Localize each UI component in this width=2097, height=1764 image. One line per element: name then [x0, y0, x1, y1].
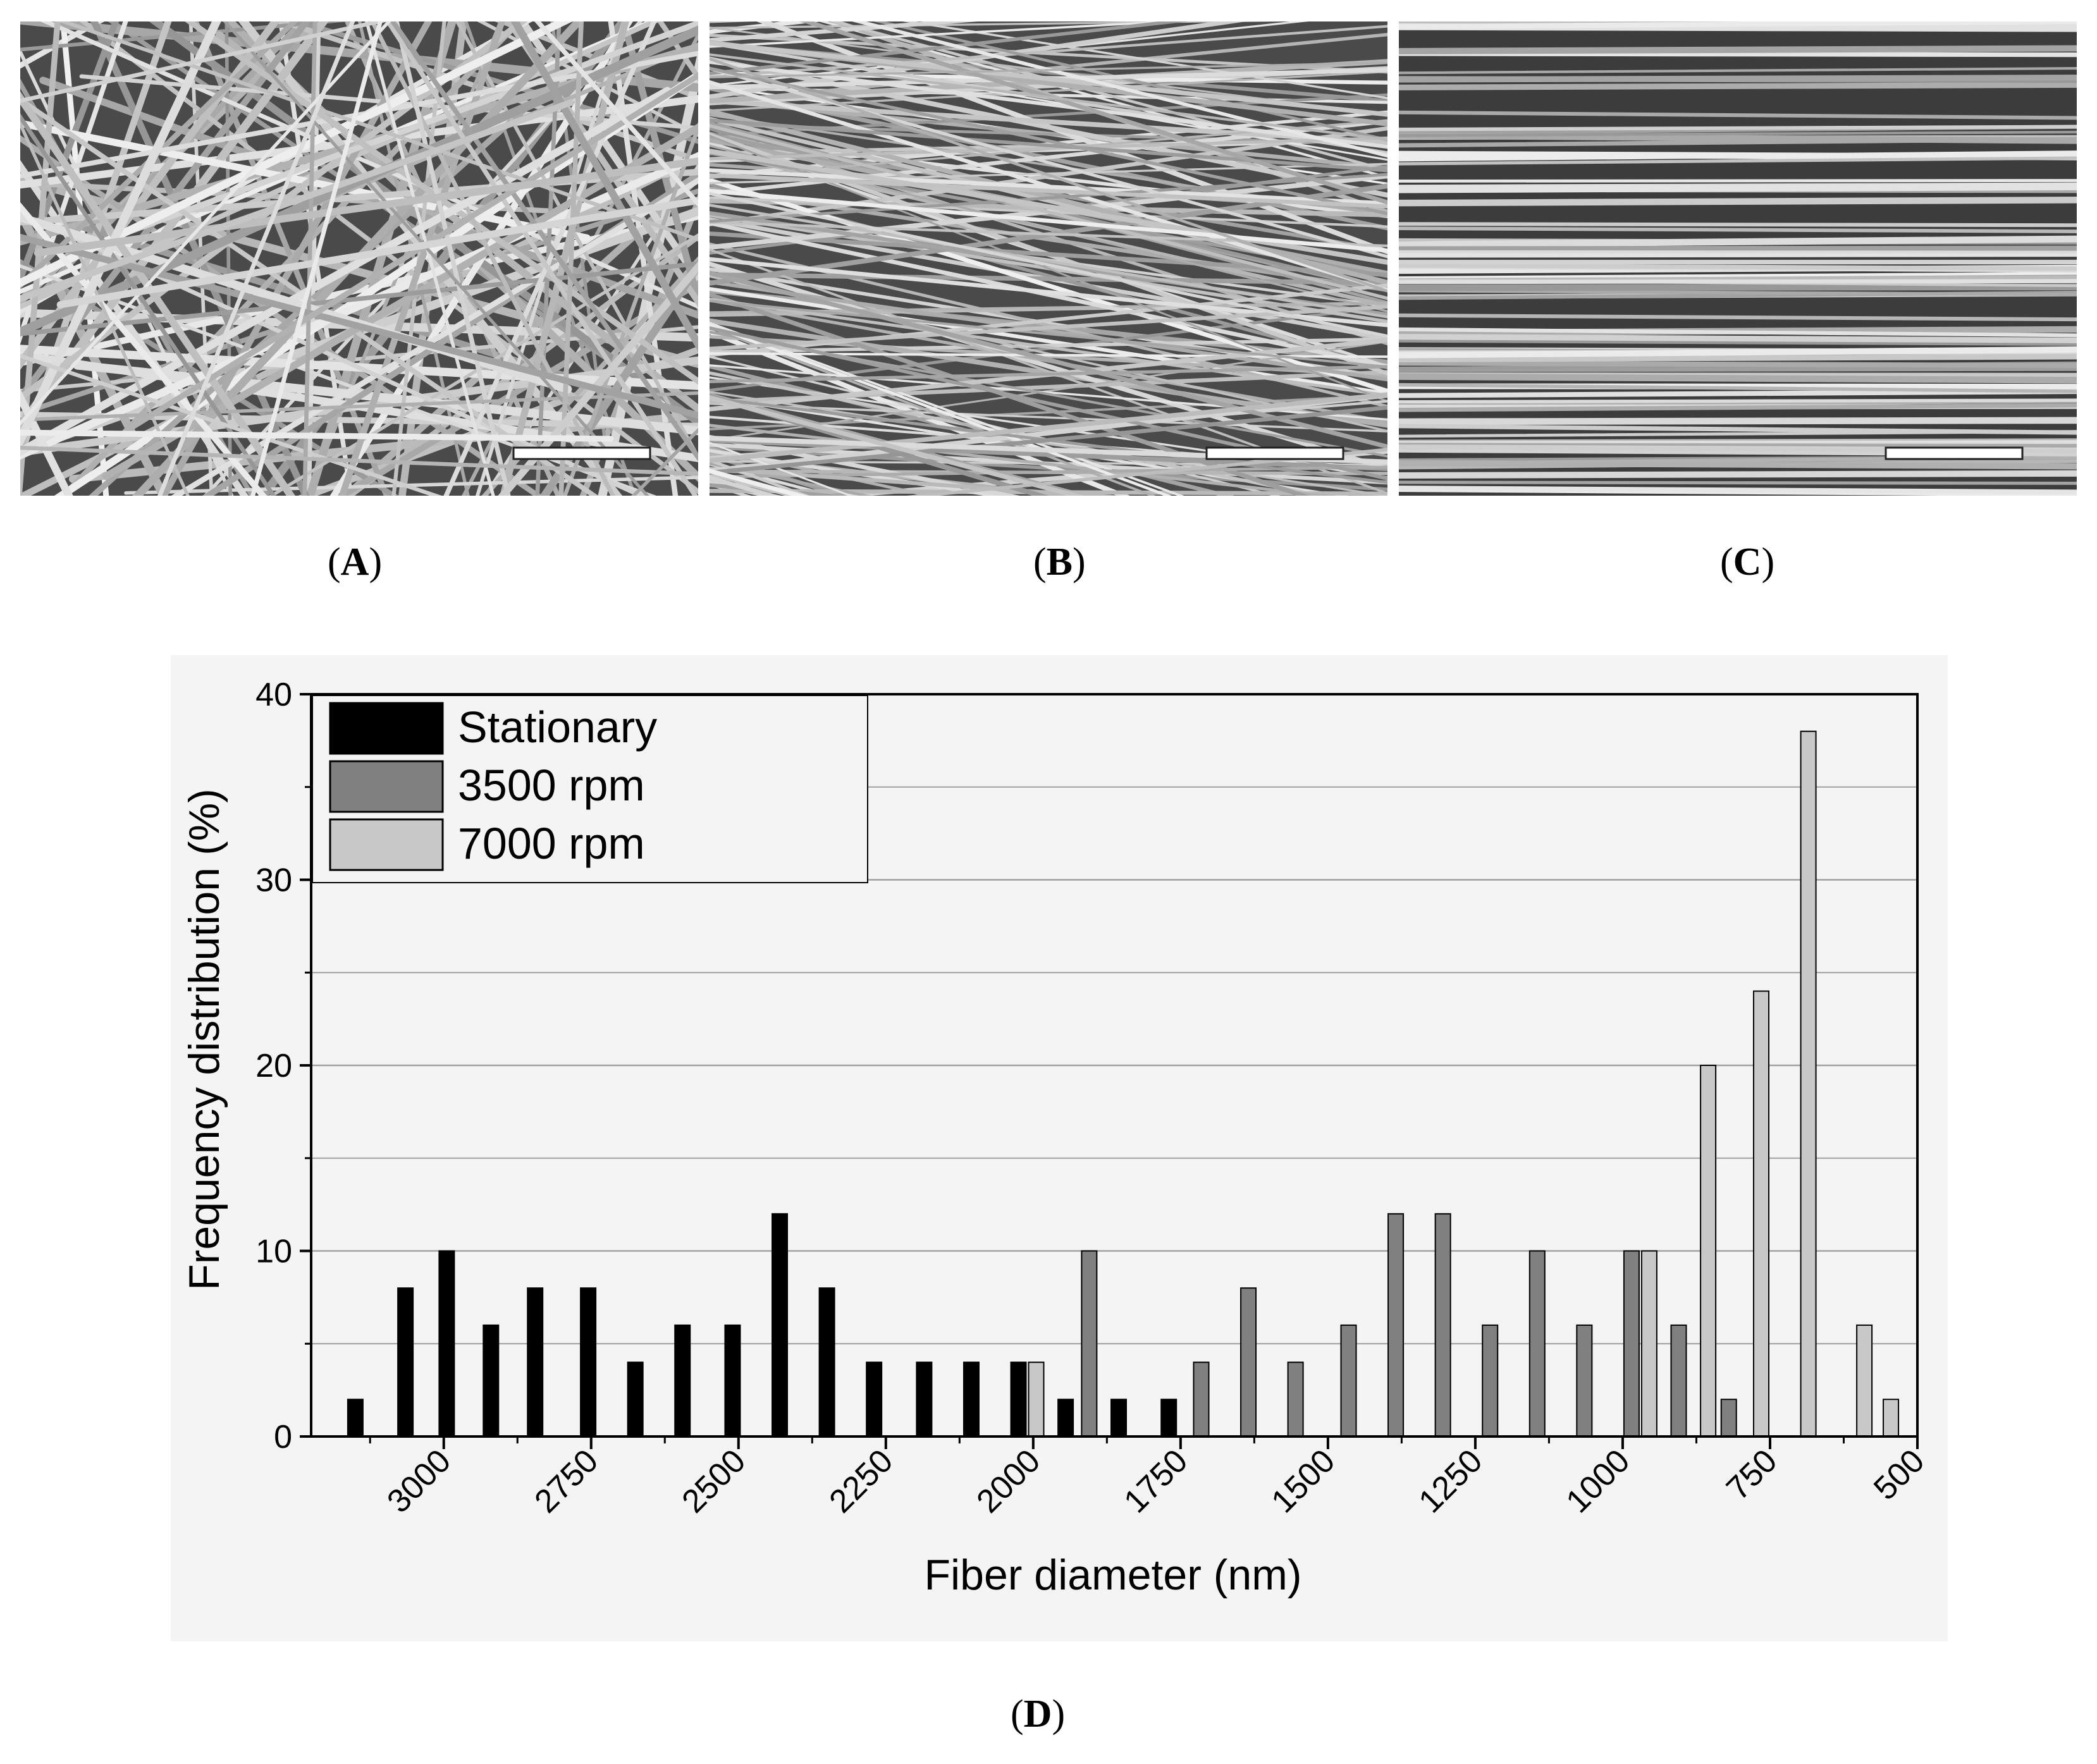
bars — [347, 730, 1900, 1438]
x-tick-label: 2750 — [527, 1442, 605, 1520]
bar-series-0 — [1057, 1399, 1074, 1438]
bar-series-0 — [724, 1324, 741, 1438]
panel-label-a: (A) — [328, 541, 383, 584]
fiber-texture — [20, 21, 698, 496]
x-tick-label: 2000 — [970, 1442, 1048, 1520]
bar-series-0 — [674, 1324, 691, 1438]
bar-series-0 — [916, 1361, 933, 1437]
panel-label-b: (B) — [1033, 541, 1086, 584]
bar-series-0 — [1110, 1399, 1127, 1438]
scale-bar — [512, 446, 651, 460]
legend-swatch — [329, 818, 444, 871]
bar-series-1 — [1387, 1213, 1405, 1437]
x-tick-label: 1500 — [1265, 1442, 1343, 1520]
x-tick-label: 750 — [1719, 1442, 1784, 1507]
bar-series-0 — [347, 1399, 364, 1438]
x-axis-label: Fiber diameter (nm) — [924, 1551, 1301, 1599]
x-tick-label: 1250 — [1412, 1442, 1490, 1520]
micrograph-c-image — [1399, 21, 2077, 496]
y-tick-label: 20 — [255, 1048, 292, 1084]
bar-series-1 — [1482, 1324, 1499, 1438]
scale-bar — [1885, 446, 2024, 460]
micrograph-b-image — [710, 21, 1387, 496]
bar-series-0 — [962, 1361, 980, 1437]
panel-label-d: (D) — [1011, 1693, 1066, 1736]
x-tick-label: 1000 — [1559, 1442, 1637, 1520]
legend: Stationary 3500 rpm 7000 rpm — [312, 695, 868, 883]
y-tick-label: 10 — [255, 1234, 292, 1270]
bar-series-2 — [1883, 1399, 1900, 1438]
legend-label: 7000 rpm — [458, 819, 645, 868]
bar-series-0 — [772, 1213, 789, 1437]
bar-series-2 — [1700, 1065, 1717, 1437]
bar-series-1 — [1623, 1250, 1640, 1437]
x-tick-label: 2500 — [675, 1442, 753, 1520]
bar-series-0 — [580, 1287, 597, 1438]
bar-series-2 — [1856, 1324, 1873, 1438]
legend-label: 3500 rpm — [458, 761, 645, 810]
bar-series-1 — [1670, 1324, 1687, 1438]
panel-label-c: (C) — [1720, 541, 1775, 584]
fiber-texture — [710, 21, 1387, 496]
micrograph-partially-aligned-fibers — [710, 21, 1387, 496]
fiber-diameter-histogram: 0 10 20 30 40 3000 2750 2500 2250 2000 1750 1500 125… — [180, 677, 1931, 1599]
bar-series-1 — [1576, 1324, 1593, 1438]
bar-series-0 — [483, 1324, 500, 1438]
x-tick-label: 2250 — [822, 1442, 900, 1520]
legend-swatch — [329, 760, 444, 813]
micrograph-aligned-fibers — [1399, 21, 2077, 496]
fiber-texture — [1399, 21, 2077, 496]
bar-series-0 — [527, 1287, 544, 1438]
x-tick-label: 1750 — [1117, 1442, 1195, 1520]
bar-series-0 — [1160, 1399, 1178, 1438]
bar-series-2 — [1800, 730, 1817, 1438]
bar-series-1 — [1081, 1250, 1098, 1437]
bar-series-1 — [1340, 1324, 1357, 1438]
bar-series-0 — [1010, 1361, 1027, 1437]
legend-label: Stationary — [458, 702, 657, 752]
bar-series-0 — [438, 1250, 455, 1437]
bar-series-0 — [627, 1361, 644, 1437]
y-tick-label: 0 — [274, 1419, 292, 1455]
micrograph-random-fibers — [20, 21, 698, 496]
scale-bar — [1205, 446, 1344, 460]
x-tick-label: 3000 — [380, 1442, 458, 1520]
bar-series-0 — [397, 1287, 414, 1438]
bar-series-2 — [1752, 990, 1769, 1437]
y-tick-label: 30 — [255, 862, 292, 899]
y-axis-label: Frequency distribution (%) — [180, 788, 228, 1290]
histogram-panel: 0 10 20 30 40 3000 2750 2500 2250 2000 1750 1500 125… — [171, 655, 1948, 1641]
bar-series-1 — [1193, 1361, 1210, 1437]
bar-series-1 — [1720, 1399, 1737, 1438]
x-tick-label: 500 — [1867, 1442, 1931, 1507]
bar-series-0 — [818, 1287, 835, 1438]
y-tick-label: 40 — [255, 677, 292, 713]
bar-series-2 — [1640, 1250, 1657, 1437]
bar-series-1 — [1287, 1361, 1304, 1437]
bar-series-1 — [1528, 1250, 1546, 1437]
bar-series-2 — [1028, 1361, 1045, 1437]
bar-series-1 — [1434, 1213, 1451, 1437]
micrograph-a-image — [20, 21, 698, 496]
bar-series-1 — [1240, 1287, 1257, 1438]
bar-series-0 — [866, 1361, 883, 1437]
legend-swatch — [329, 702, 444, 755]
